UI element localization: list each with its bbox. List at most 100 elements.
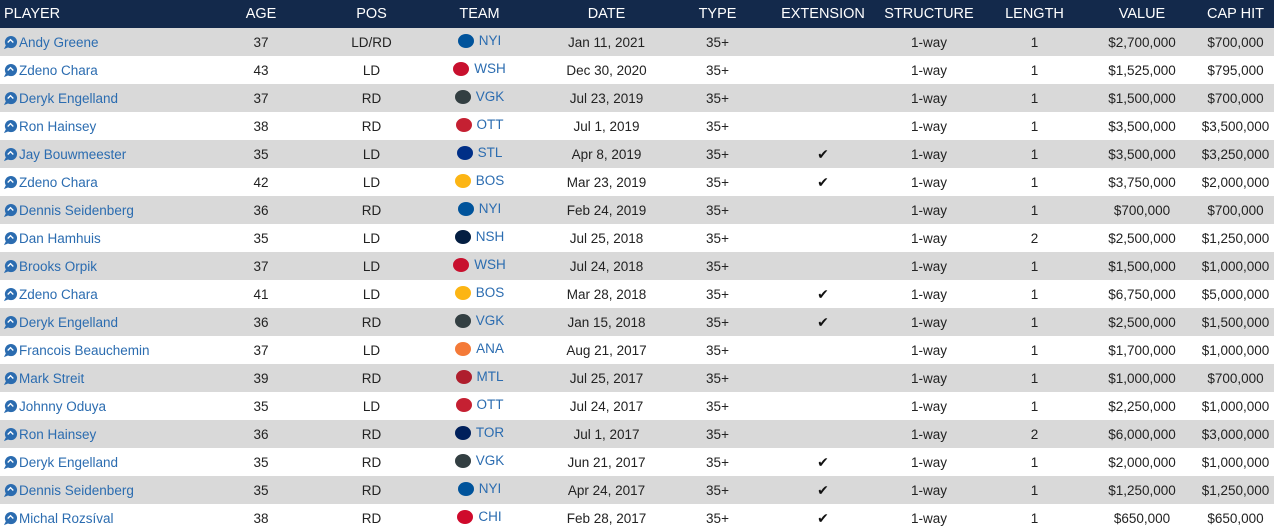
team-cell: VGK — [411, 448, 548, 476]
age-cell: 35 — [253, 146, 269, 162]
team-link[interactable]: BOS — [475, 173, 505, 189]
chat-bubble-icon[interactable] — [3, 483, 18, 498]
player-link[interactable]: Michal Rozsíval — [19, 510, 114, 526]
chat-bubble-icon[interactable] — [3, 259, 18, 274]
chat-bubble-icon[interactable] — [3, 455, 18, 470]
table-header-row: PLAYER AGE POS TEAM DATE TYPE EXTENSION … — [0, 0, 1274, 28]
extension-cell — [770, 336, 876, 364]
team-link[interactable]: NYI — [478, 201, 502, 217]
chat-bubble-icon[interactable] — [3, 315, 18, 330]
table-row: Ron Hainsey 36 RD TOR Jul 1, 2017 35+ 1-… — [0, 420, 1274, 448]
team-link[interactable]: VGK — [475, 313, 505, 329]
team-link[interactable]: TOR — [475, 425, 505, 441]
length-cell: 1 — [1030, 202, 1039, 218]
player-link[interactable]: Johnny Oduya — [19, 398, 107, 414]
structure-cell: 1-way — [910, 370, 947, 386]
chat-bubble-icon[interactable] — [3, 427, 18, 442]
header-structure[interactable]: STRUCTURE — [884, 6, 974, 22]
age-cell: 35 — [253, 230, 269, 246]
player-link[interactable]: Ron Hainsey — [19, 426, 97, 442]
header-value[interactable]: VALUE — [1118, 6, 1166, 22]
date-cell: Apr 8, 2019 — [571, 146, 642, 162]
date-cell: Jun 21, 2017 — [567, 454, 646, 470]
player-link[interactable]: Mark Streit — [19, 370, 85, 386]
team-link[interactable]: NSH — [475, 229, 505, 245]
chat-bubble-icon[interactable] — [3, 371, 18, 386]
header-extension[interactable]: EXTENSION — [781, 6, 865, 22]
player-link[interactable]: Zdeno Chara — [19, 286, 98, 302]
age-cell: 38 — [253, 118, 269, 134]
player-link[interactable]: Ron Hainsey — [19, 118, 97, 134]
player-link[interactable]: Deryk Engelland — [19, 90, 119, 106]
header-age[interactable]: AGE — [245, 6, 277, 22]
player-link[interactable]: Dennis Seidenberg — [19, 482, 134, 498]
team-link[interactable]: NYI — [478, 481, 502, 497]
team-link[interactable]: BOS — [475, 285, 505, 301]
player-cell: Francois Beauchemin — [0, 336, 190, 364]
team-link[interactable]: NYI — [478, 33, 502, 49]
team-link[interactable]: WSH — [474, 61, 506, 77]
chat-bubble-icon[interactable] — [3, 63, 18, 78]
extension-cell: ✔ — [770, 448, 876, 476]
player-cell: Deryk Engelland — [0, 84, 190, 112]
length-cell: 1 — [1030, 118, 1039, 134]
player-link[interactable]: Jay Bouwmeester — [19, 146, 127, 162]
date-cell: Jul 1, 2019 — [573, 118, 640, 134]
vgk-logo-icon — [454, 453, 471, 468]
team-link[interactable]: ANA — [476, 341, 504, 357]
player-link[interactable]: Andy Greene — [19, 34, 99, 50]
team-link[interactable]: CHI — [478, 509, 502, 525]
chat-bubble-icon[interactable] — [3, 147, 18, 162]
team-cell: NYI — [411, 196, 548, 224]
player-link[interactable]: Deryk Engelland — [19, 454, 119, 470]
extension-cell: ✔ — [770, 504, 876, 532]
value-cell: $2,500,000 — [1108, 314, 1176, 330]
age-cell: 43 — [253, 62, 269, 78]
team-link[interactable]: OTT — [476, 117, 504, 133]
cap-hit-cell: $700,000 — [1207, 90, 1264, 106]
team-cell: VGK — [411, 308, 548, 336]
structure-cell: 1-way — [910, 202, 947, 218]
chat-bubble-icon[interactable] — [3, 203, 18, 218]
player-link[interactable]: Zdeno Chara — [19, 174, 98, 190]
chat-bubble-icon[interactable] — [3, 343, 18, 358]
chat-bubble-icon[interactable] — [3, 91, 18, 106]
team-link[interactable]: OTT — [476, 397, 504, 413]
length-cell: 1 — [1030, 510, 1039, 526]
chat-bubble-icon[interactable] — [3, 231, 18, 246]
chat-bubble-icon[interactable] — [3, 399, 18, 414]
cap-hit-cell: $1,250,000 — [1201, 482, 1270, 498]
header-length[interactable]: LENGTH — [1005, 6, 1064, 22]
date-cell: Feb 28, 2017 — [566, 510, 647, 526]
structure-cell: 1-way — [910, 314, 947, 330]
player-link[interactable]: Deryk Engelland — [19, 314, 119, 330]
header-cap-hit[interactable]: CAP HIT — [1207, 6, 1264, 22]
chat-bubble-icon[interactable] — [3, 119, 18, 134]
table-row: Deryk Engelland 37 RD VGK Jul 23, 2019 3… — [0, 84, 1274, 112]
header-type[interactable]: TYPE — [698, 6, 737, 22]
header-team[interactable]: TEAM — [459, 6, 500, 22]
team-link[interactable]: STL — [477, 145, 503, 161]
chat-bubble-icon[interactable] — [3, 35, 18, 50]
player-link[interactable]: Francois Beauchemin — [19, 342, 150, 358]
player-link[interactable]: Zdeno Chara — [19, 62, 98, 78]
header-pos[interactable]: POS — [356, 6, 387, 22]
team-link[interactable]: VGK — [475, 453, 505, 469]
team-link[interactable]: VGK — [475, 89, 505, 105]
chat-bubble-icon[interactable] — [3, 511, 18, 526]
chat-bubble-icon[interactable] — [3, 287, 18, 302]
player-link[interactable]: Dan Hamhuis — [19, 230, 101, 246]
chat-bubble-icon[interactable] — [3, 175, 18, 190]
header-date[interactable]: DATE — [587, 6, 626, 22]
player-link[interactable]: Brooks Orpik — [19, 258, 98, 274]
pos-cell: LD — [362, 174, 381, 190]
header-player[interactable]: PLAYER — [4, 6, 61, 22]
team-link[interactable]: WSH — [474, 257, 506, 273]
player-link[interactable]: Dennis Seidenberg — [19, 202, 134, 218]
extension-cell — [770, 224, 876, 252]
team-link[interactable]: MTL — [476, 369, 504, 385]
value-cell: $2,000,000 — [1108, 454, 1176, 470]
cap-hit-cell: $1,000,000 — [1201, 398, 1270, 414]
wsh-logo-icon — [453, 257, 470, 272]
age-cell: 42 — [253, 174, 269, 190]
